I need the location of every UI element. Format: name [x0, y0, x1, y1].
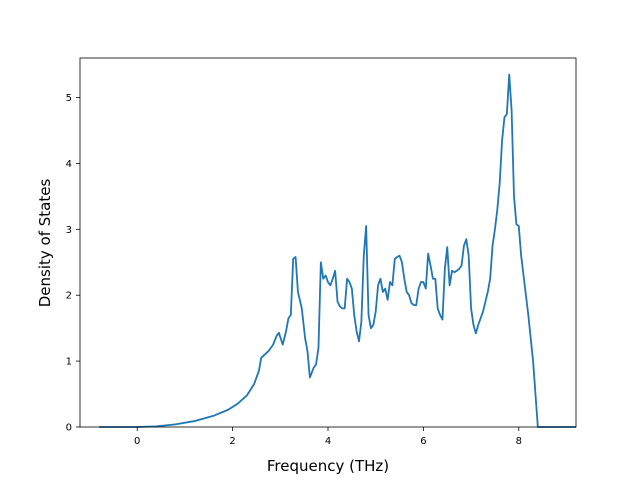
x-tick-label: 4 [325, 436, 331, 447]
y-tick-label: 2 [66, 291, 72, 302]
y-tick-label: 5 [66, 93, 72, 104]
plot-frame [79, 57, 577, 428]
y-tick-label: 1 [66, 357, 72, 368]
y-axis-label: Density of States [36, 179, 54, 308]
x-tick-label: 2 [229, 436, 235, 447]
y-tick-label: 0 [66, 423, 72, 434]
plot-area [79, 57, 577, 428]
y-axis-ticks: 0 1 2 3 4 5 [66, 93, 80, 434]
x-tick-label: 0 [134, 436, 140, 447]
dos-series-line [99, 73, 576, 428]
x-axis-label: Frequency (THz) [267, 457, 389, 475]
x-tick-label: 6 [420, 436, 426, 447]
x-axis-ticks: 0 2 4 6 8 [134, 427, 522, 447]
x-tick-label: 8 [516, 436, 522, 447]
y-tick-label: 3 [66, 225, 72, 236]
y-tick-label: 4 [66, 159, 72, 170]
